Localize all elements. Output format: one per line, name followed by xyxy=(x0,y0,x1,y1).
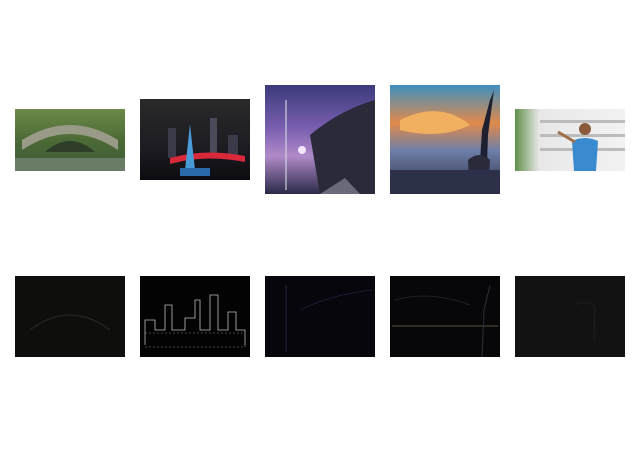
edge-night-city xyxy=(140,276,250,357)
edge-boy xyxy=(515,276,625,357)
photo-bridge xyxy=(15,109,125,171)
edge-purple-sky xyxy=(265,276,375,357)
photo-boy xyxy=(515,109,625,171)
edge-orange-sky xyxy=(390,276,500,358)
edge-bridge xyxy=(15,276,125,357)
photo-orange-sky xyxy=(390,85,500,194)
photo-purple-sky xyxy=(265,85,375,194)
photo-night-city xyxy=(140,99,250,180)
